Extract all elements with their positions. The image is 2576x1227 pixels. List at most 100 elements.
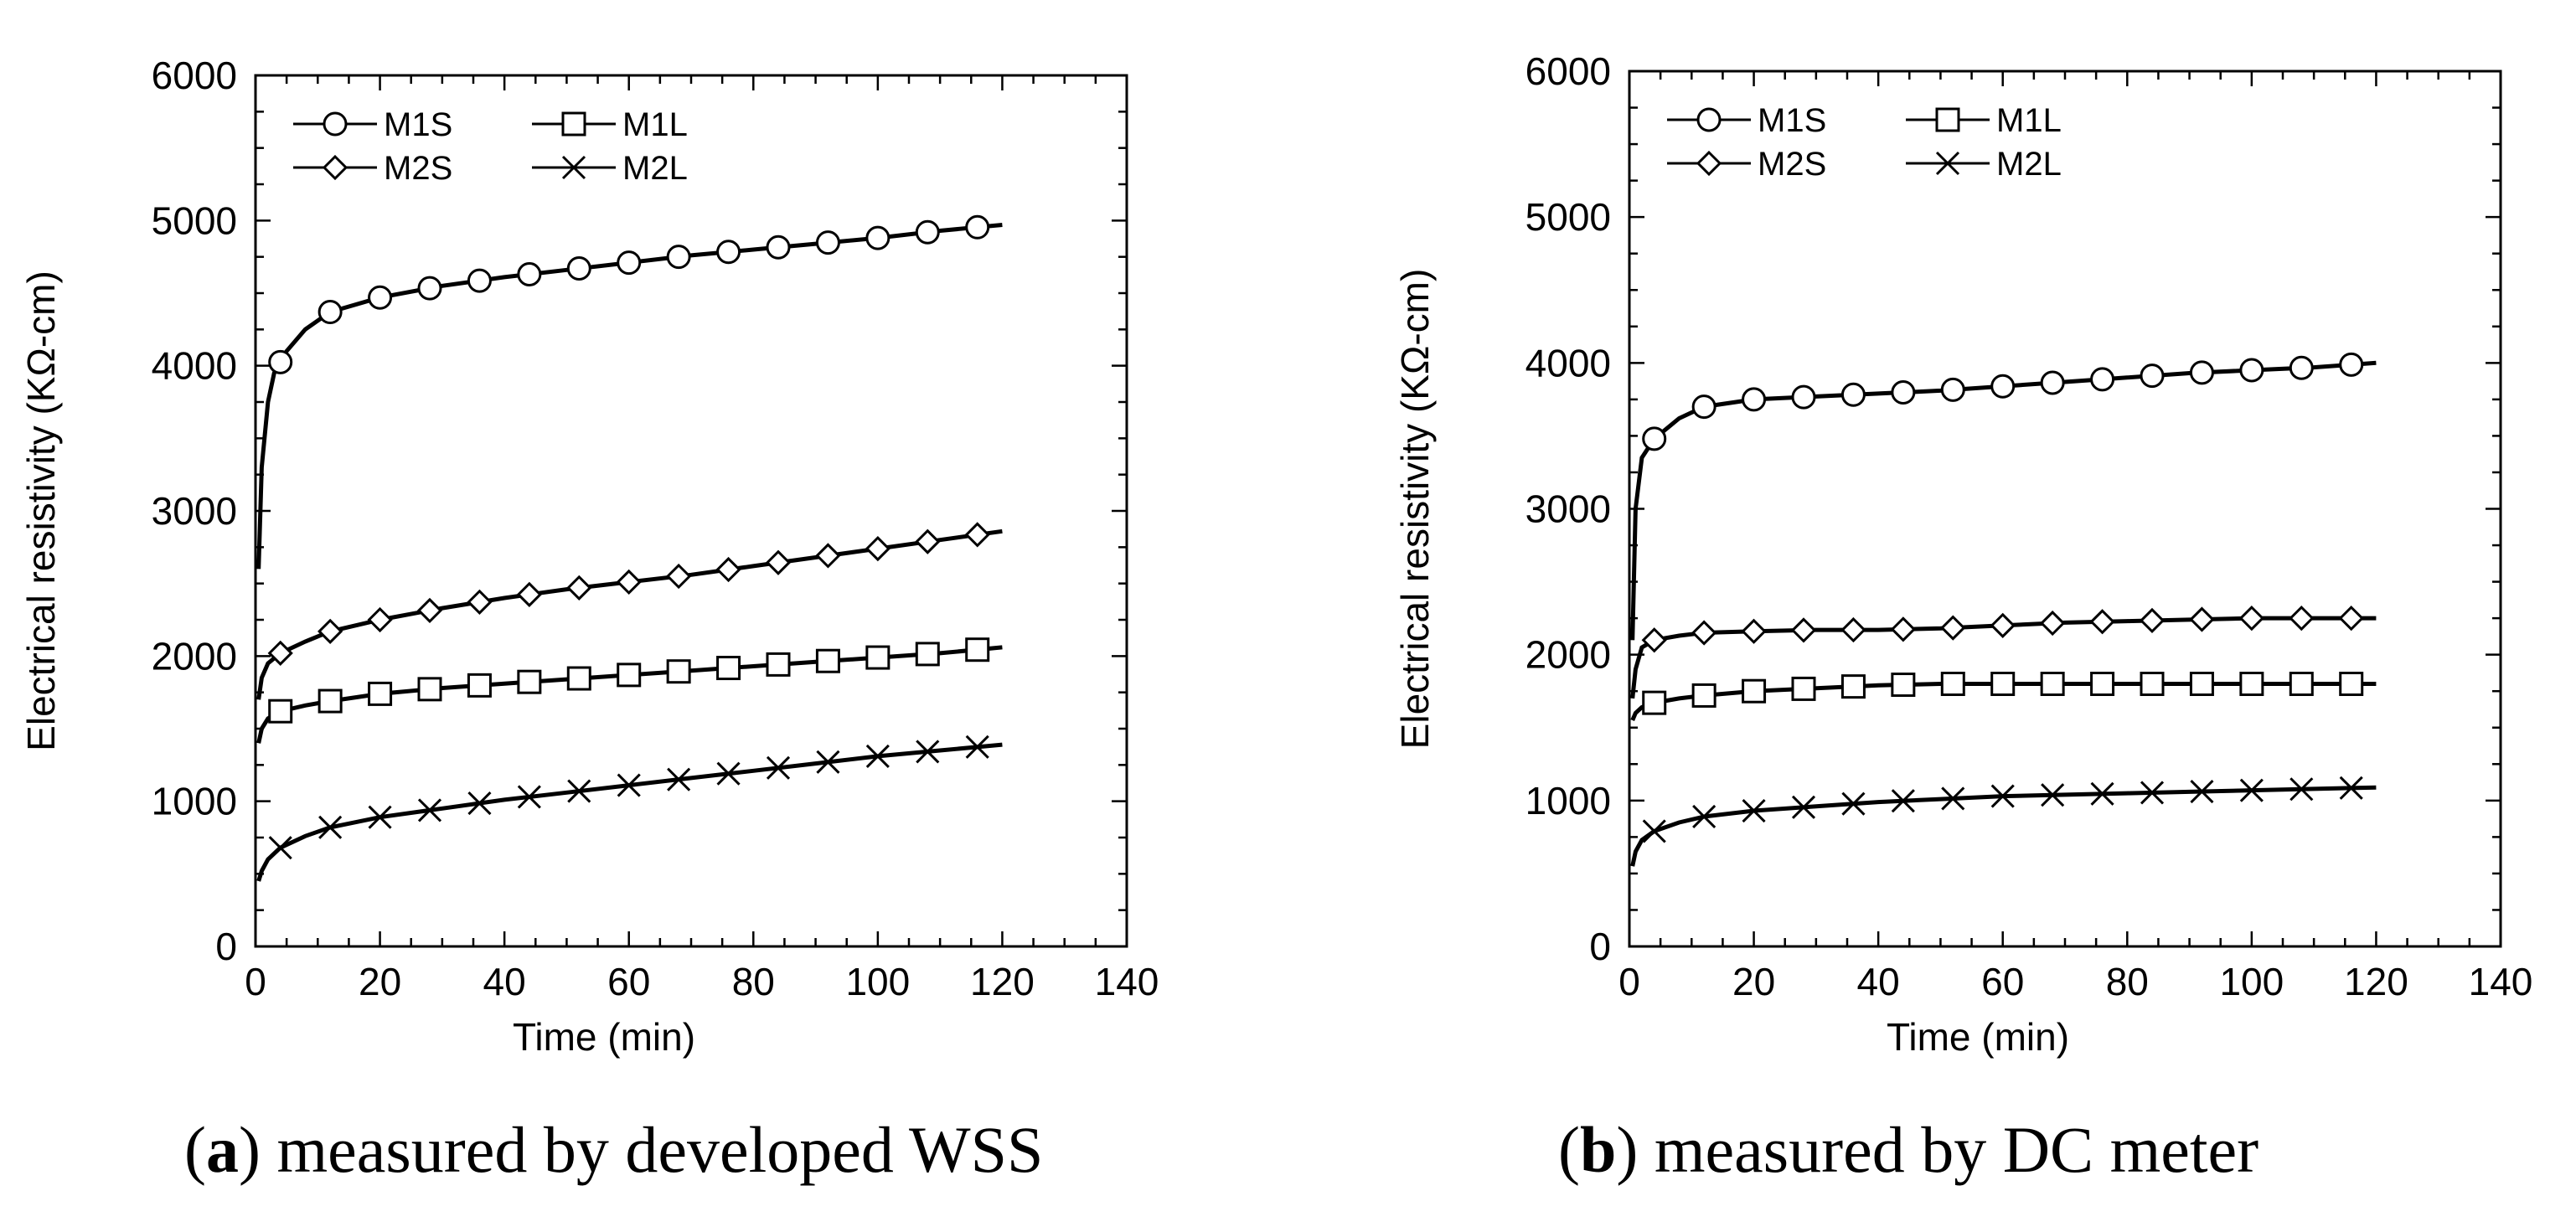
- data-point: [1940, 615, 1966, 641]
- data-point: [2090, 367, 2115, 392]
- data-point: [2040, 610, 2066, 637]
- data-point: [566, 256, 591, 281]
- data-point: [716, 656, 741, 681]
- data-point: [865, 645, 891, 670]
- legend-label-M1L: M1L: [622, 106, 688, 143]
- data-point: [517, 785, 541, 809]
- data-point: [1691, 683, 1716, 708]
- data-point: [1941, 786, 1965, 811]
- series-markers-M2S: [267, 522, 990, 666]
- data-point: [2090, 672, 2115, 696]
- data-point: [1642, 819, 1666, 843]
- data-point: [766, 755, 791, 780]
- data-point: [2041, 783, 2065, 807]
- y-tick-label: 4000: [1525, 341, 1611, 384]
- series-markers-M2S: [1641, 606, 2364, 653]
- data-point: [617, 250, 642, 276]
- data-point: [567, 779, 591, 803]
- y-tick-label: 1000: [152, 780, 237, 823]
- y-tick-label: 0: [215, 925, 237, 968]
- data-point: [417, 798, 442, 822]
- data-point: [1891, 789, 1915, 813]
- caption-a-text: measured by developed WSS: [276, 1113, 1044, 1186]
- data-point: [1841, 791, 1866, 816]
- data-point: [865, 225, 891, 250]
- series-markers-M1L: [1642, 672, 2364, 715]
- y-tick-label: 2000: [1525, 633, 1611, 677]
- data-point: [816, 750, 840, 774]
- data-point: [2289, 777, 2314, 802]
- data-point: [2140, 781, 2165, 805]
- data-point: [2289, 606, 2315, 632]
- legend-label-M2L: M2L: [622, 150, 688, 187]
- y-tick-label: 1000: [1525, 779, 1611, 822]
- data-point: [667, 767, 691, 791]
- data-point: [368, 285, 393, 310]
- data-point: [765, 549, 792, 575]
- y-tick-label: 2000: [152, 634, 237, 678]
- data-point: [617, 773, 641, 797]
- data-point: [965, 735, 989, 759]
- series-markers-M2L: [1642, 776, 2363, 843]
- data-point: [1791, 795, 1816, 819]
- data-point: [617, 662, 642, 688]
- legend-label-M1S: M1S: [384, 106, 452, 143]
- data-point: [1990, 612, 2016, 638]
- legend-label-M2S: M2S: [1758, 146, 1826, 183]
- data-point: [2189, 606, 2215, 632]
- data-point: [815, 648, 840, 673]
- x-tick-label: 140: [1095, 960, 1159, 1003]
- data-point: [267, 640, 293, 666]
- series-markers-M1S: [1642, 352, 2364, 451]
- data-point: [2238, 606, 2264, 632]
- x-tick-label: 20: [1732, 960, 1775, 1003]
- data-point: [1990, 784, 2015, 808]
- data-point: [1840, 382, 1866, 407]
- x-tick-label: 120: [970, 960, 1035, 1003]
- data-point: [915, 642, 940, 667]
- data-point: [516, 581, 542, 607]
- data-point: [2289, 672, 2314, 696]
- x-tick-label: 0: [245, 960, 266, 1003]
- y-tick-label: 4000: [152, 344, 237, 388]
- legend-label-M1S: M1S: [1758, 102, 1826, 139]
- data-point: [1691, 394, 1716, 420]
- data-point: [1891, 673, 1916, 698]
- data-point: [1742, 798, 1766, 823]
- data-point: [1742, 678, 1767, 704]
- data-point: [467, 589, 493, 615]
- x-tick-label: 80: [2106, 960, 2149, 1003]
- data-point: [1741, 618, 1767, 644]
- data-point: [716, 761, 741, 786]
- data-point: [865, 535, 891, 562]
- data-point: [268, 836, 292, 860]
- x-tick-label: 120: [2344, 960, 2408, 1003]
- data-point: [1791, 676, 1816, 701]
- data-point: [417, 677, 442, 702]
- caption-a: (a) measured by developed WSS: [184, 1113, 1044, 1186]
- data-point: [1840, 616, 1866, 643]
- y-tick-label: 5000: [152, 198, 237, 242]
- legend: M1S M1L M2S M2L: [293, 106, 688, 187]
- x-tick-label: 60: [607, 960, 650, 1003]
- y-tick-label: 3000: [1525, 487, 1611, 531]
- x-tick-label: 140: [2469, 960, 2533, 1003]
- data-point: [2089, 609, 2115, 635]
- data-point: [666, 245, 691, 270]
- plot-frame: [1628, 70, 2502, 948]
- data-point: [1691, 620, 1717, 646]
- data-point: [1990, 672, 2016, 696]
- data-point: [517, 261, 542, 286]
- legend-marker-M2S: [322, 154, 348, 181]
- data-point: [964, 522, 990, 548]
- data-point: [318, 815, 343, 839]
- x-tick-label: 100: [845, 960, 910, 1003]
- data-point: [566, 575, 592, 601]
- data-point: [766, 652, 791, 677]
- data-point: [367, 606, 393, 633]
- data-point: [2090, 781, 2114, 806]
- legend-label-M1L: M1L: [1996, 102, 2062, 139]
- data-point: [2239, 358, 2264, 383]
- legend-marker-M1S: [323, 111, 348, 137]
- caption-b: (b) measured by DC meter: [1558, 1113, 2259, 1186]
